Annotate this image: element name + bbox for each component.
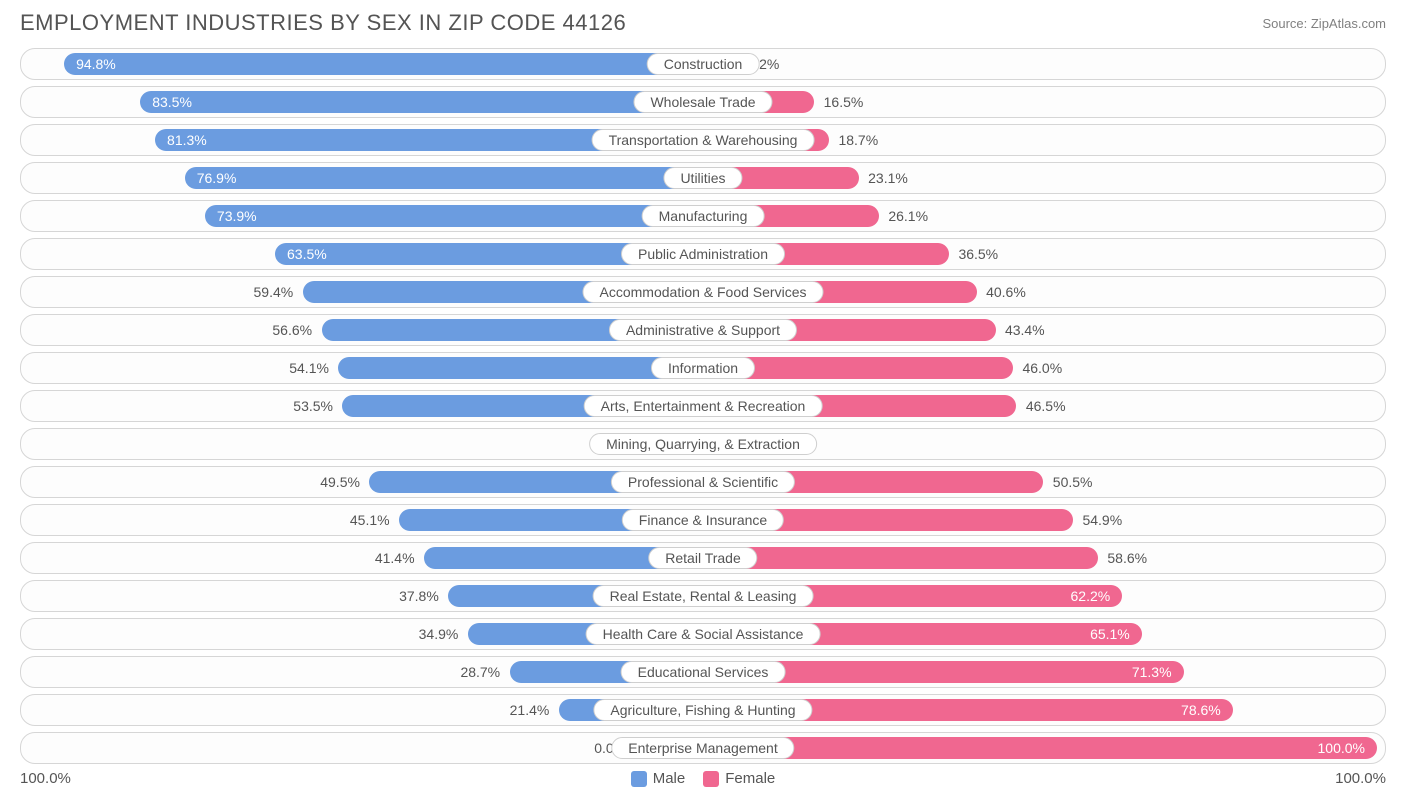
female-value: 71.3%: [1120, 664, 1184, 680]
chart-row: 81.3% 18.7% Transportation & Warehousing: [20, 124, 1386, 156]
chart-row: 94.8%5.2%Construction: [20, 48, 1386, 80]
legend: Male Female: [631, 770, 776, 787]
male-value: 45.1%: [350, 509, 390, 531]
male-value: 76.9%: [185, 170, 249, 186]
category-label: Arts, Entertainment & Recreation: [584, 395, 823, 417]
legend-female-swatch: [703, 771, 719, 787]
male-bar: [338, 357, 703, 379]
male-value: 28.7%: [460, 661, 500, 683]
category-label: Educational Services: [621, 661, 786, 683]
chart-row: 76.9% 23.1% Utilities: [20, 162, 1386, 194]
chart-row: 54.1% 46.0% Information: [20, 352, 1386, 384]
chart-row: 73.9% 26.1% Manufacturing: [20, 200, 1386, 232]
male-value: 73.9%: [205, 208, 269, 224]
chart-row: 56.6% 43.4% Administrative & Support: [20, 314, 1386, 346]
legend-female-label: Female: [725, 770, 775, 787]
male-value: 21.4%: [510, 699, 550, 721]
diverging-bar-chart: 94.8%5.2%Construction 83.5% 16.5% Wholesale…: [20, 48, 1386, 764]
legend-male-label: Male: [653, 770, 686, 787]
axis-right-label: 100.0%: [1335, 770, 1386, 787]
chart-footer: 100.0% Male Female 100.0%: [20, 770, 1386, 787]
chart-row: 45.1% 54.9% Finance & Insurance: [20, 504, 1386, 536]
chart-row: 63.5% 36.5% Public Administration: [20, 238, 1386, 270]
female-value: 54.9%: [1082, 509, 1122, 531]
category-label: Mining, Quarrying, & Extraction: [589, 433, 817, 455]
chart-row: 59.4% 40.6% Accommodation & Food Services: [20, 276, 1386, 308]
male-value: 54.1%: [289, 357, 329, 379]
male-bar: 76.9%: [185, 167, 703, 189]
male-value: 59.4%: [254, 281, 294, 303]
legend-male-swatch: [631, 771, 647, 787]
female-value: 40.6%: [986, 281, 1026, 303]
chart-row: 34.9% 65.1% Health Care & Social Assistanc…: [20, 618, 1386, 650]
male-value: 49.5%: [320, 471, 360, 493]
legend-male: Male: [631, 770, 686, 787]
category-label: Finance & Insurance: [622, 509, 784, 531]
chart-header: EMPLOYMENT INDUSTRIES BY SEX IN ZIP CODE…: [20, 10, 1386, 36]
category-label: Retail Trade: [648, 547, 757, 569]
chart-row: 0.0%100.0%Enterprise Management: [20, 732, 1386, 764]
female-bar: 100.0%: [703, 737, 1377, 759]
female-value: 78.6%: [1169, 702, 1233, 718]
male-value: 34.9%: [419, 623, 459, 645]
legend-female: Female: [703, 770, 775, 787]
male-value: 83.5%: [140, 94, 204, 110]
female-value: 46.0%: [1022, 357, 1062, 379]
female-value: 36.5%: [958, 243, 998, 265]
female-value: 62.2%: [1059, 588, 1123, 604]
chart-row: 53.5% 46.5% Arts, Entertainment & Recreati…: [20, 390, 1386, 422]
male-value: 53.5%: [293, 395, 333, 417]
category-label: Public Administration: [621, 243, 785, 265]
category-label: Utilities: [663, 167, 742, 189]
female-value: 50.5%: [1053, 471, 1093, 493]
chart-row: 41.4% 58.6% Retail Trade: [20, 542, 1386, 574]
female-value: 65.1%: [1078, 626, 1142, 642]
category-label: Professional & Scientific: [611, 471, 795, 493]
male-bar: 83.5%: [140, 91, 703, 113]
male-value: 81.3%: [155, 132, 219, 148]
female-value: 100.0%: [1306, 740, 1377, 756]
chart-source: Source: ZipAtlas.com: [1262, 16, 1386, 31]
male-value: 56.6%: [272, 319, 312, 341]
male-value: 37.8%: [399, 585, 439, 607]
chart-row: 0.0%0.0%Mining, Quarrying, & Extraction: [20, 428, 1386, 460]
category-label: Manufacturing: [642, 205, 765, 227]
chart-row: 83.5% 16.5% Wholesale Trade: [20, 86, 1386, 118]
category-label: Administrative & Support: [609, 319, 797, 341]
female-value: 16.5%: [824, 91, 864, 113]
female-value: 26.1%: [888, 205, 928, 227]
category-label: Health Care & Social Assistance: [586, 623, 821, 645]
category-label: Construction: [647, 53, 760, 75]
female-bar: [703, 547, 1098, 569]
category-label: Agriculture, Fishing & Hunting: [593, 699, 812, 721]
female-value: 46.5%: [1026, 395, 1066, 417]
male-value: 63.5%: [275, 246, 339, 262]
chart-row: 21.4% 78.6% Agriculture, Fishing & Hunting: [20, 694, 1386, 726]
category-label: Accommodation & Food Services: [583, 281, 824, 303]
chart-row: 49.5% 50.5% Professional & Scientific: [20, 466, 1386, 498]
chart-title: EMPLOYMENT INDUSTRIES BY SEX IN ZIP CODE…: [20, 10, 626, 36]
category-label: Information: [651, 357, 755, 379]
category-label: Enterprise Management: [611, 737, 794, 759]
female-value: 58.6%: [1107, 547, 1147, 569]
chart-row: 28.7% 71.3% Educational Services: [20, 656, 1386, 688]
male-value: 94.8%: [64, 56, 128, 72]
axis-left-label: 100.0%: [20, 770, 71, 787]
category-label: Real Estate, Rental & Leasing: [593, 585, 814, 607]
category-label: Wholesale Trade: [633, 91, 772, 113]
female-value: 18.7%: [838, 129, 878, 151]
female-value: 23.1%: [868, 167, 908, 189]
chart-row: 37.8% 62.2% Real Estate, Rental & Leasing: [20, 580, 1386, 612]
male-bar: 73.9%: [205, 205, 703, 227]
male-value: 41.4%: [375, 547, 415, 569]
male-bar: 94.8%: [64, 53, 703, 75]
category-label: Transportation & Warehousing: [592, 129, 815, 151]
female-value: 43.4%: [1005, 319, 1045, 341]
